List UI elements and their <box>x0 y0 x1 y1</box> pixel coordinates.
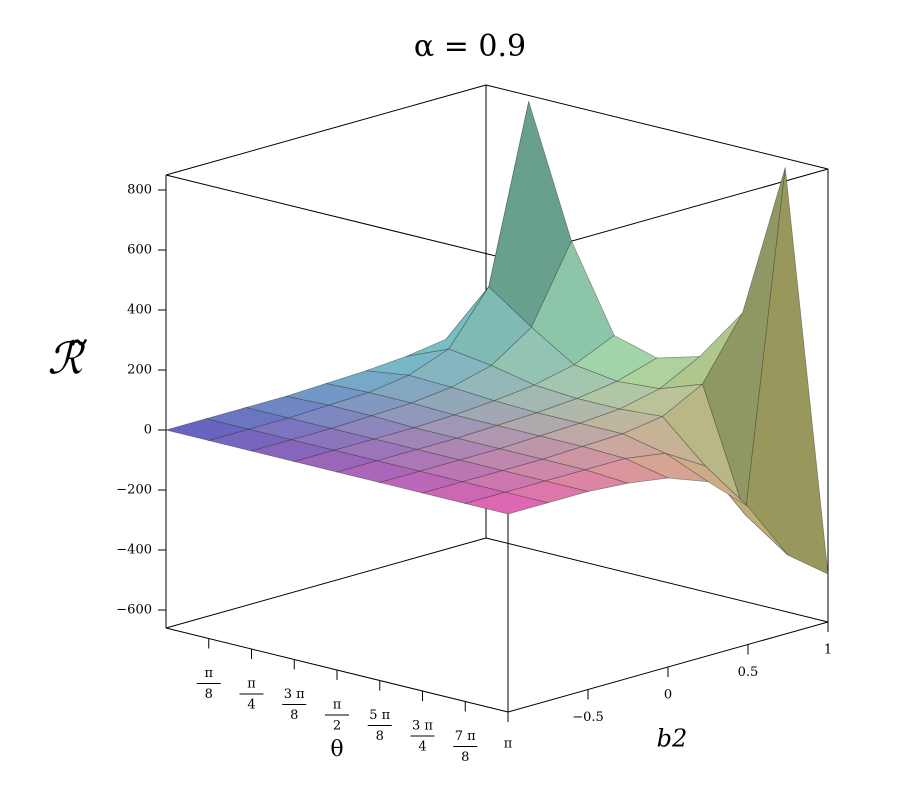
x-tick-label: 3 π8 <box>282 687 307 723</box>
y-tick-label: 1 <box>824 643 832 658</box>
z-tick-label: 200 <box>127 363 152 378</box>
x-tick-numerator: 3 π <box>284 687 305 702</box>
x-tick-denominator: 4 <box>247 698 255 713</box>
x-tick-numerator: π <box>247 677 256 692</box>
surface <box>164 100 829 575</box>
y-tick-label: 0.5 <box>738 665 759 680</box>
z-tick-label: 0 <box>144 423 152 438</box>
x-tick-label: 3 π4 <box>410 719 435 755</box>
y-tick-label: 0 <box>664 688 672 703</box>
box-edge <box>165 537 487 629</box>
x-tick-label: π4 <box>239 677 264 713</box>
box-edge <box>165 84 487 176</box>
surface-patch <box>463 491 550 515</box>
z-tick-label: 800 <box>127 183 152 198</box>
x-tick-numerator: π <box>204 666 213 681</box>
x-tick-denominator: 8 <box>376 729 384 744</box>
z-tick-label: 600 <box>127 243 152 258</box>
x-tick-denominator: 8 <box>205 687 213 702</box>
z-tick-label: −400 <box>116 543 152 558</box>
x-tick-numerator: π <box>333 698 342 713</box>
box-edge <box>165 174 509 260</box>
box-edge <box>485 84 829 170</box>
z-tick-label: −600 <box>116 603 152 618</box>
box-edge <box>485 537 829 623</box>
z-tick-label: −200 <box>116 483 152 498</box>
chart-title: α = 0.9 <box>414 29 526 64</box>
x-tick-label: π2 <box>325 698 349 734</box>
x-tick-numerator: 3 π <box>412 719 433 734</box>
z-axis-label: ℛ̃ <box>47 334 87 385</box>
x-tick-denominator: 2 <box>333 719 341 734</box>
x-axis-label: θ <box>330 737 343 762</box>
x-tick-label: 7 π8 <box>453 729 478 765</box>
x-tick-denominator: 8 <box>461 750 469 765</box>
z-tick-label: 400 <box>127 303 152 318</box>
x-tick-label: 5 π8 <box>367 708 392 744</box>
x-tick-label: π8 <box>196 666 221 702</box>
y-axis-label: b2 <box>657 725 688 753</box>
y-tick-label: −0.5 <box>572 710 604 725</box>
x-tick-denominator: 4 <box>418 740 426 755</box>
x-tick-numerator: 5 π <box>369 708 390 723</box>
x-tick-numerator: 7 π <box>455 729 476 744</box>
x-tick-label: π <box>504 737 513 752</box>
x-tick-denominator: 8 <box>290 708 298 723</box>
